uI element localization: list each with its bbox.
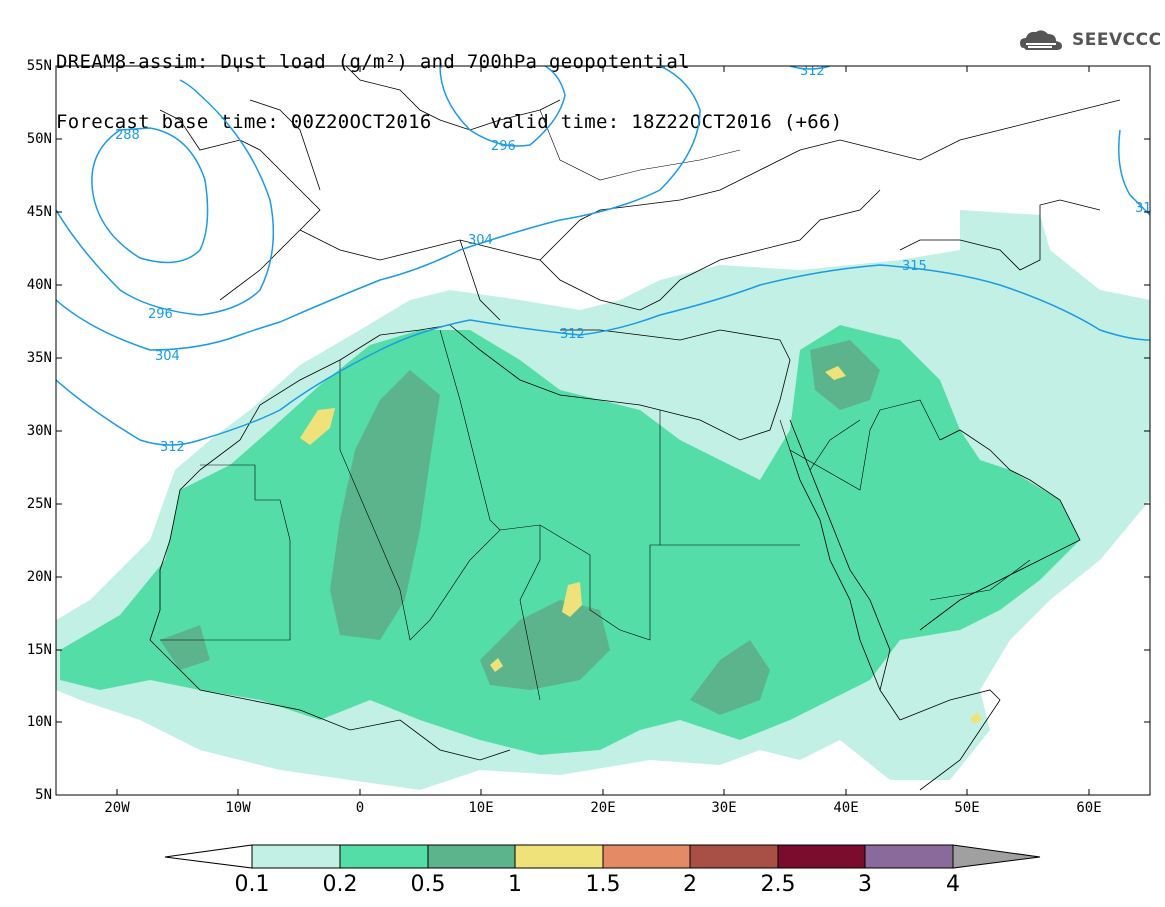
contour-label: 304 [155, 349, 180, 364]
lat-label: 40N [26, 277, 52, 293]
lon-label: 20E [590, 800, 616, 816]
colorbar-box-1 [339, 844, 429, 869]
colorbar-label: 4 [946, 872, 960, 897]
contour-label: 315 [902, 259, 927, 274]
lon-label: 10W [225, 800, 251, 816]
contour-label: 312 [1135, 201, 1160, 216]
colorbar-left-arrow [164, 844, 253, 869]
colorbar-label: 1.5 [585, 872, 621, 897]
dust-level-0-5b [690, 640, 770, 715]
logo-text: SEEVCCC [1072, 30, 1162, 50]
borders [160, 109, 1031, 701]
lat-label: 55N [26, 58, 52, 74]
dust-level-1-e [970, 712, 982, 724]
colorbar-box-5 [689, 844, 779, 869]
lat-label: 10N [26, 714, 52, 730]
lat-label: 20N [26, 569, 52, 585]
colorbar-label: 2 [683, 872, 697, 897]
lon-label: 10E [468, 800, 494, 816]
cloud-icon [1020, 30, 1062, 50]
colorbar-box-7 [864, 844, 954, 869]
lon-label: 50E [954, 800, 980, 816]
contour-label: 312 [800, 64, 825, 79]
colorbar-box-3 [514, 844, 604, 869]
lat-label: 30N [26, 423, 52, 439]
lat-label: 25N [26, 496, 52, 512]
geopotential-contours [56, 66, 1150, 446]
colorbar-label: 2.5 [760, 872, 796, 897]
contour-label: 304 [468, 233, 493, 248]
colorbar-label: 0.1 [234, 872, 270, 897]
dust-level-0-5c [480, 600, 610, 690]
dust-level-0-5 [330, 370, 440, 640]
colorbar-box-4 [602, 844, 691, 869]
tick-marks [56, 65, 1150, 795]
contour-label: 296 [148, 307, 173, 322]
dust-level-1-b [562, 582, 582, 617]
lat-label: 15N [26, 642, 52, 658]
lon-label: 30E [711, 800, 737, 816]
contour-label: 312 [160, 440, 185, 455]
colorbar-box-0 [251, 844, 341, 869]
dust-level-1-a [300, 408, 335, 445]
lat-label: 5N [35, 787, 52, 803]
lat-label: 45N [26, 204, 52, 220]
colorbar-box-6 [777, 844, 866, 869]
lon-label: 40E [833, 800, 859, 816]
colorbar-right-arrow [952, 844, 1041, 869]
colorbar-label: 3 [858, 872, 872, 897]
dust-level-0-5e [160, 625, 210, 670]
lon-label: 0 [355, 800, 365, 816]
lon-label: 60E [1076, 800, 1102, 816]
colorbar-box-2 [427, 844, 516, 869]
colorbar [164, 844, 1041, 869]
dust-level-1-d [825, 366, 846, 380]
dust-level-1-c [490, 658, 503, 672]
coastlines [149, 66, 1121, 791]
colorbar-label: 1 [508, 872, 522, 897]
contour-label: 288 [115, 128, 140, 143]
contour-label: 296 [491, 139, 516, 154]
lat-label: 35N [26, 350, 52, 366]
colorbar-label: 0.5 [410, 872, 446, 897]
title-line-1: DREAM8-assim: Dust load (g/m²) and 700hP… [56, 51, 690, 73]
contour-label: 312 [560, 327, 585, 342]
lat-label: 50N [26, 131, 52, 147]
lon-label: 20W [104, 800, 130, 816]
colorbar-label: 0.2 [322, 872, 358, 897]
